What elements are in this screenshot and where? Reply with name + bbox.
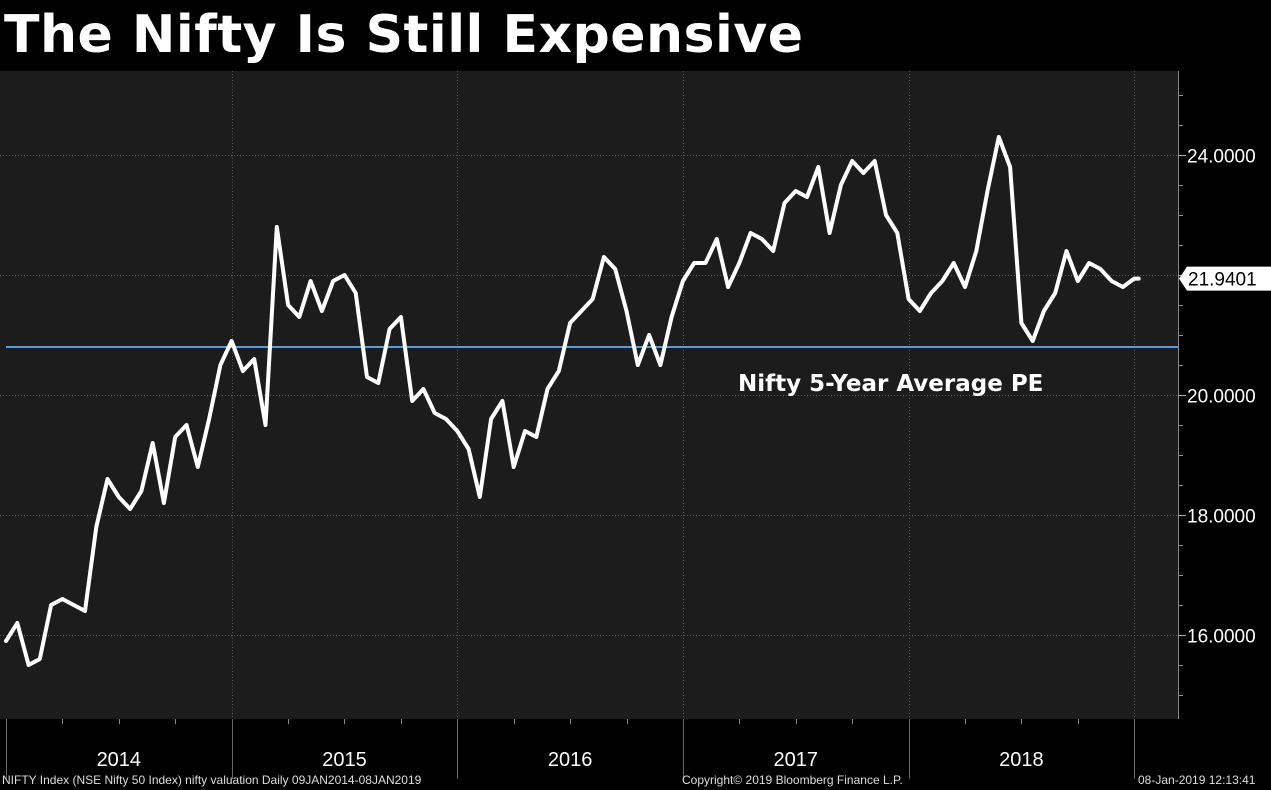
- chart-title: The Nifty Is Still Expensive: [4, 5, 804, 65]
- grid: [0, 71, 1178, 719]
- x-axis: 2014 2015 2016 2017 2018: [6, 719, 1135, 779]
- last-value-label: 21.9401: [1188, 270, 1257, 291]
- footer-source: NIFTY Index (NSE Nifty 50 Index) nifty v…: [2, 773, 422, 787]
- y-tick-label: 18.0000: [1187, 507, 1256, 528]
- last-value-tag: [1179, 266, 1271, 291]
- series-line-nifty-pe: [4, 135, 1141, 667]
- y-tick-label: 20.0000: [1187, 387, 1256, 408]
- reference-line-label: Nifty 5-Year Average PE: [738, 371, 1043, 397]
- x-tick-label: 2016: [548, 749, 593, 771]
- last-value-marker: 21.9401: [1179, 266, 1271, 291]
- y-tick-label: 24.0000: [1187, 147, 1256, 168]
- x-tick-label: 2018: [999, 749, 1044, 771]
- y-tick-label: 16.0000: [1187, 627, 1256, 648]
- x-tick-label: 2017: [773, 749, 818, 771]
- x-tick-label: 2014: [97, 749, 142, 771]
- reference-lines: Nifty 5-Year Average PE: [6, 346, 1178, 397]
- x-tick-label: 2015: [322, 749, 367, 771]
- footer-copyright: Copyright© 2019 Bloomberg Finance L.P.: [682, 773, 903, 787]
- footer-timestamp: 08-Jan-2019 12:13:41: [1138, 773, 1256, 787]
- series-group: [4, 135, 1141, 667]
